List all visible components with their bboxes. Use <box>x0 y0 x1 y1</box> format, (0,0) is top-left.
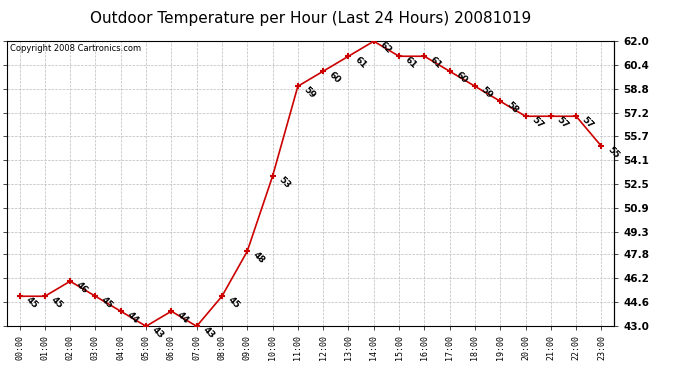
Text: 61: 61 <box>428 55 444 70</box>
Text: 61: 61 <box>353 55 368 70</box>
Text: 55: 55 <box>606 145 621 160</box>
Text: 57: 57 <box>580 115 595 130</box>
Text: Outdoor Temperature per Hour (Last 24 Hours) 20081019: Outdoor Temperature per Hour (Last 24 Ho… <box>90 11 531 26</box>
Text: 57: 57 <box>530 115 545 130</box>
Text: 46: 46 <box>75 280 90 295</box>
Text: 43: 43 <box>201 325 216 340</box>
Text: 62: 62 <box>378 40 393 55</box>
Text: 45: 45 <box>226 295 242 310</box>
Text: 45: 45 <box>23 295 39 310</box>
Text: 53: 53 <box>277 175 292 190</box>
Text: 59: 59 <box>302 85 317 100</box>
Text: 59: 59 <box>479 85 495 100</box>
Text: 48: 48 <box>251 250 267 265</box>
Text: 60: 60 <box>327 70 342 85</box>
Text: 45: 45 <box>49 295 64 310</box>
Text: 60: 60 <box>454 70 469 85</box>
Text: 44: 44 <box>175 310 191 325</box>
Text: 61: 61 <box>403 55 418 70</box>
Text: 57: 57 <box>555 115 571 130</box>
Text: Copyright 2008 Cartronics.com: Copyright 2008 Cartronics.com <box>10 44 141 53</box>
Text: 58: 58 <box>504 100 520 115</box>
Text: 45: 45 <box>99 295 115 310</box>
Text: 43: 43 <box>150 325 166 340</box>
Text: 44: 44 <box>125 310 140 325</box>
